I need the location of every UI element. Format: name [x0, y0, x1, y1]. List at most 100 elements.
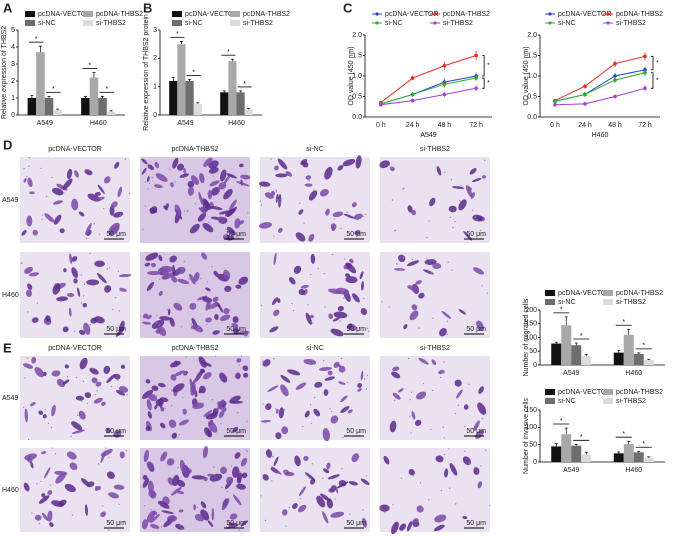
- significance-label: *: [243, 81, 246, 88]
- pore: [333, 218, 335, 220]
- cell: [117, 186, 123, 198]
- cell: [407, 205, 413, 213]
- cell: [407, 260, 420, 267]
- pore: [170, 405, 173, 407]
- cell: [338, 365, 346, 373]
- cell: [463, 230, 473, 241]
- pore: [210, 307, 212, 309]
- cell: [47, 490, 53, 495]
- cell: [85, 223, 92, 235]
- cell: [73, 278, 78, 284]
- scale-bar-label: 50 μm: [466, 428, 486, 435]
- cell: [109, 205, 115, 216]
- point: [583, 102, 587, 106]
- point: [442, 82, 447, 86]
- cell: [211, 508, 215, 521]
- cell: [62, 326, 69, 333]
- pore: [443, 361, 445, 363]
- pore: [351, 295, 354, 297]
- pore: [317, 267, 319, 270]
- cell: [295, 232, 306, 242]
- cell: [142, 389, 154, 399]
- pore: [343, 258, 346, 260]
- cell: [95, 381, 102, 387]
- cell: [200, 368, 206, 374]
- cell: [208, 167, 219, 174]
- legend-swatch: [375, 12, 379, 16]
- cell: [148, 489, 156, 498]
- cell: [210, 206, 223, 211]
- pore: [394, 399, 396, 402]
- cell: [389, 420, 397, 433]
- pore: [116, 379, 119, 381]
- cell: [166, 458, 175, 466]
- pore: [102, 321, 104, 324]
- x-tick-label: 24 h: [406, 122, 420, 129]
- pore: [362, 509, 364, 511]
- pore: [236, 411, 239, 414]
- cell: [229, 395, 241, 404]
- pore: [47, 422, 50, 425]
- pore: [428, 499, 430, 501]
- significance-label: *: [656, 77, 659, 84]
- pore: [49, 484, 51, 486]
- cell: [301, 161, 309, 168]
- cell: [287, 369, 301, 376]
- pore: [155, 321, 158, 324]
- cell: [71, 198, 79, 211]
- pore: [424, 361, 426, 364]
- cell: [273, 456, 279, 467]
- cell: [170, 182, 174, 188]
- pore: [408, 357, 410, 360]
- cell: [212, 296, 219, 303]
- legend-label: pcDNA-VECTOR: [558, 290, 612, 297]
- cell: [231, 323, 239, 328]
- pore: [229, 521, 231, 524]
- cell: [182, 408, 187, 415]
- legend-swatch: [83, 20, 93, 26]
- pore: [264, 422, 267, 424]
- pore: [111, 308, 114, 311]
- pore: [346, 381, 349, 384]
- pore: [103, 207, 105, 210]
- pore: [291, 302, 293, 305]
- pore: [50, 426, 53, 429]
- pore: [365, 475, 368, 477]
- cell: [319, 366, 332, 371]
- cell: [94, 260, 105, 267]
- cell: [473, 467, 480, 475]
- cell: [220, 169, 227, 182]
- pore: [70, 435, 72, 438]
- cell: [282, 509, 288, 516]
- cell: [146, 399, 152, 411]
- cell: [62, 178, 73, 190]
- pore: [41, 218, 44, 220]
- cell: [41, 451, 47, 455]
- cell: [281, 426, 289, 435]
- pore: [66, 375, 69, 378]
- pore: [231, 396, 233, 399]
- cell: [24, 408, 29, 423]
- y-tick-label: 5: [11, 27, 15, 34]
- pore: [228, 401, 230, 403]
- cell: [104, 285, 112, 293]
- cell: [337, 165, 344, 171]
- pore: [421, 506, 423, 508]
- pore: [419, 482, 422, 484]
- cell: [142, 313, 149, 319]
- cell: [97, 184, 105, 194]
- pore: [22, 406, 25, 409]
- pore: [384, 512, 386, 514]
- point: [583, 84, 587, 89]
- pore: [402, 188, 404, 190]
- cell: [71, 256, 78, 262]
- cell: [477, 402, 487, 415]
- cell: [409, 310, 419, 321]
- legend-swatch: [603, 290, 613, 296]
- pore: [54, 282, 57, 285]
- pore: [455, 503, 457, 505]
- cell: [462, 516, 468, 520]
- pore: [481, 417, 484, 420]
- cell: [164, 203, 169, 210]
- cell: [160, 451, 168, 462]
